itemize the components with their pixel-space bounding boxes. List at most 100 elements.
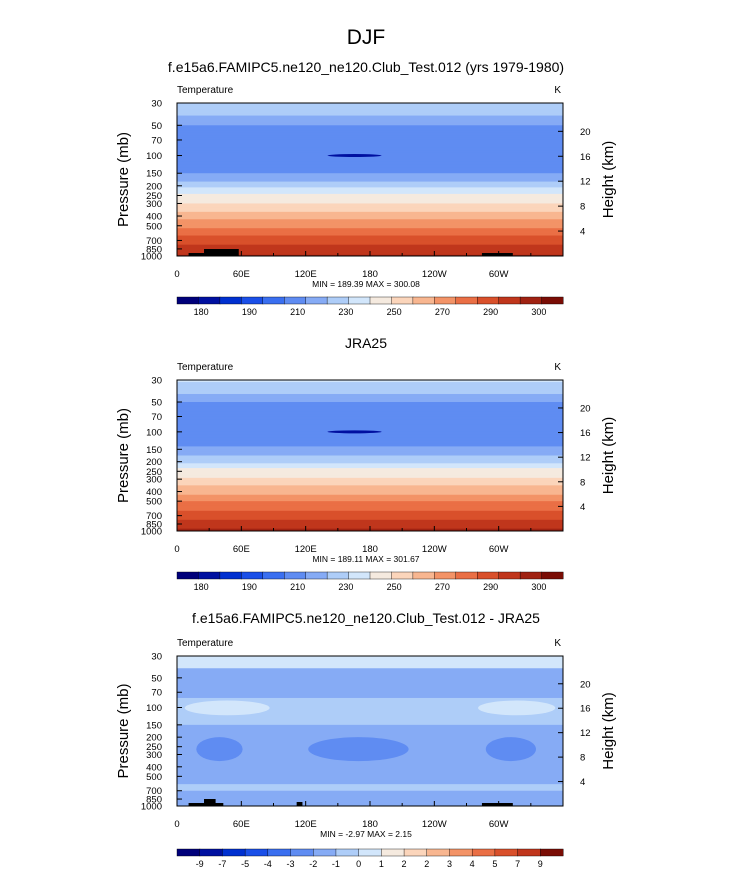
y-tick-label: 500 bbox=[146, 221, 162, 232]
y-tick-label: 250 bbox=[146, 467, 162, 478]
temperature-band bbox=[177, 177, 563, 181]
temperature-band bbox=[177, 401, 563, 406]
x-tick-label: 60E bbox=[233, 544, 250, 555]
y-tick-label: 150 bbox=[146, 169, 162, 180]
temperature-band bbox=[177, 147, 563, 151]
colorbar-label: 270 bbox=[435, 307, 450, 317]
panel-3: f.e15a6.FAMIPC5.ne120_ne120.Club_Test.01… bbox=[115, 610, 617, 869]
temperature-band bbox=[177, 240, 563, 243]
colorbar-swatch bbox=[381, 848, 405, 857]
height-tick-label: 20 bbox=[580, 679, 591, 690]
temperature-band bbox=[177, 384, 563, 387]
height-tick-label: 16 bbox=[580, 428, 591, 439]
temperature-band bbox=[177, 111, 563, 115]
y-tick-label: 700 bbox=[146, 786, 162, 797]
colorbar-swatch bbox=[262, 571, 285, 580]
variable-label: Temperature bbox=[177, 85, 234, 96]
temperature-band bbox=[177, 481, 563, 484]
temperature-band bbox=[177, 468, 563, 471]
colorbar-label: 0 bbox=[356, 859, 361, 869]
temperature-band bbox=[177, 485, 563, 489]
temperature-band bbox=[177, 503, 563, 507]
temperature-band bbox=[177, 473, 563, 476]
temperature-band bbox=[177, 158, 563, 163]
min-max-stats: MIN = 189.11 MAX = 301.67 bbox=[312, 554, 419, 564]
colorbar-swatch bbox=[477, 296, 500, 305]
y-tick-label: 200 bbox=[146, 181, 162, 192]
temperature-band bbox=[177, 475, 563, 478]
temperature-band bbox=[177, 109, 563, 112]
temperature-band bbox=[177, 443, 563, 447]
plot-area bbox=[177, 380, 563, 531]
colorbar-swatch bbox=[348, 296, 371, 305]
temperature-band bbox=[177, 421, 563, 425]
colorbar-label: 210 bbox=[290, 307, 305, 317]
colorbar-swatch bbox=[541, 571, 564, 580]
temperature-band bbox=[177, 382, 563, 385]
temperature-band bbox=[177, 521, 563, 524]
temperature-band bbox=[177, 145, 563, 149]
x-tick-label: 0 bbox=[174, 819, 179, 830]
colorbar-label: 4 bbox=[470, 859, 475, 869]
y-tick-label: 500 bbox=[146, 497, 162, 508]
colorbar-label: 7 bbox=[515, 859, 520, 869]
temperature-band bbox=[177, 225, 563, 229]
temperature-band bbox=[177, 466, 563, 469]
temperature-band bbox=[177, 196, 563, 199]
temperature-band bbox=[177, 167, 563, 171]
colorbar-label: 300 bbox=[531, 307, 546, 317]
temperature-band bbox=[177, 142, 563, 146]
colorbar-swatch bbox=[241, 296, 264, 305]
y-tick-label: 150 bbox=[146, 445, 162, 456]
temperature-band bbox=[177, 123, 563, 126]
colorbar-swatch bbox=[540, 848, 564, 857]
temperature-band bbox=[177, 388, 563, 391]
temperature-band bbox=[177, 181, 563, 185]
temperature-band bbox=[177, 453, 563, 457]
temperature-band bbox=[177, 164, 563, 168]
colorbar-swatch bbox=[244, 848, 269, 857]
temperature-band bbox=[177, 220, 563, 224]
x-tick-label: 180 bbox=[362, 269, 378, 280]
temperature-band bbox=[177, 419, 563, 423]
temperature-band bbox=[177, 222, 563, 225]
difference-patch bbox=[308, 737, 409, 762]
units-label: K bbox=[554, 85, 561, 96]
y-tick-label: 30 bbox=[151, 376, 162, 387]
colorbar-swatch bbox=[199, 848, 223, 857]
colorbar-swatch bbox=[455, 571, 478, 580]
panel-title: f.e15a6.FAMIPC5.ne120_ne120.Club_Test.01… bbox=[168, 59, 564, 75]
temperature-band bbox=[177, 175, 563, 179]
temperature-band bbox=[177, 464, 563, 468]
panel-1: f.e15a6.FAMIPC5.ne120_ne120.Club_Test.01… bbox=[115, 59, 617, 317]
colorbar-swatch bbox=[403, 848, 428, 857]
colorbar-label: 2 bbox=[424, 859, 429, 869]
height-tick-label: 12 bbox=[580, 453, 591, 464]
y-tick-label: 250 bbox=[146, 742, 162, 753]
y-tick-label: 300 bbox=[146, 199, 162, 210]
colorbar-label: 2 bbox=[402, 859, 407, 869]
min-max-stats: MIN = -2.97 MAX = 2.15 bbox=[320, 829, 412, 839]
y-tick-label: 700 bbox=[146, 511, 162, 522]
temperature-band bbox=[177, 489, 563, 493]
temperature-band bbox=[177, 250, 563, 252]
temperature-band bbox=[177, 459, 563, 463]
colorbar-swatch bbox=[391, 571, 414, 580]
temperature-band bbox=[177, 524, 563, 526]
y-tick-label: 700 bbox=[146, 236, 162, 247]
height-tick-label: 4 bbox=[580, 227, 585, 238]
difference-patch bbox=[177, 656, 563, 669]
temperature-band bbox=[177, 517, 563, 520]
colorbar-swatch bbox=[471, 848, 496, 857]
colorbar-label: 9 bbox=[538, 859, 543, 869]
colorbar-swatch bbox=[222, 848, 246, 857]
temperature-band bbox=[177, 216, 563, 219]
units-label: K bbox=[554, 362, 561, 373]
temperature-band bbox=[177, 472, 563, 475]
temperature-band bbox=[177, 513, 563, 517]
temperature-band bbox=[177, 189, 563, 192]
temperature-band bbox=[177, 161, 563, 165]
colorbar-label: 190 bbox=[242, 307, 257, 317]
colorbar-swatch bbox=[326, 571, 350, 580]
